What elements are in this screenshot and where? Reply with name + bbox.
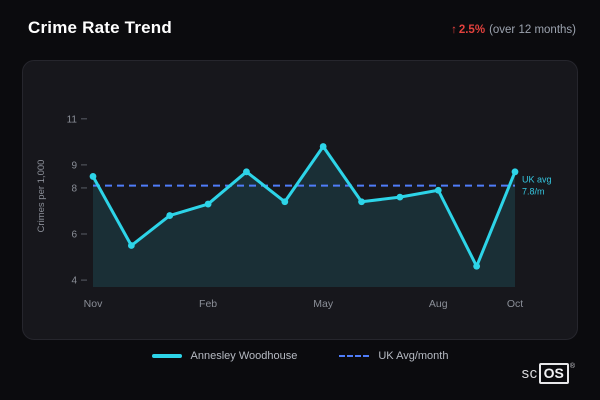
uk-avg-label-line2: 7.8/m <box>522 187 545 197</box>
y-tick-label: 8 <box>71 183 77 194</box>
series-area-fill <box>93 146 515 287</box>
data-point[interactable] <box>89 173 97 180</box>
avg-dash-swatch <box>339 355 370 357</box>
x-tick-label: Nov <box>84 298 103 310</box>
y-tick-label: 11 <box>67 114 78 125</box>
data-point[interactable] <box>127 242 135 249</box>
data-point[interactable] <box>243 168 250 176</box>
legend-item-series[interactable]: Annesley Woodhouse <box>151 350 298 362</box>
page-title: Crime Rate Trend <box>28 18 172 37</box>
data-point[interactable] <box>166 212 174 219</box>
y-tick-label: 9 <box>71 160 77 171</box>
trend-indicator: ↑ 2.5% (over 12 months) <box>451 24 576 36</box>
chart-legend: Annesley Woodhouse UK Avg/month <box>0 350 600 362</box>
chart-panel: 4 6 8 9 11 Nov Feb May Aug Oct UK avg 7.8/m Crimes p… <box>22 60 578 340</box>
data-point[interactable] <box>511 168 519 176</box>
scos-logo: sc OS ® <box>521 363 575 384</box>
trend-value: 2.5% <box>458 24 486 36</box>
logo-registered-mark: ® <box>569 363 575 370</box>
trend-caption: (over 12 months) <box>489 24 576 36</box>
data-point[interactable] <box>396 193 404 201</box>
series-line-swatch <box>151 354 182 358</box>
trend-up-arrow: ↑ <box>451 24 457 36</box>
crime-chart-svg: 4 6 8 9 11 Nov Feb May Aug Oct UK avg 7.8/m Crimes p… <box>36 114 552 310</box>
x-tick-label: May <box>313 298 334 310</box>
data-point[interactable] <box>281 198 289 206</box>
y-axis-title: Crimes per 1,000 <box>36 160 47 233</box>
data-point[interactable] <box>473 262 481 270</box>
data-point[interactable] <box>319 143 327 150</box>
legend-avg-label: UK Avg/month <box>378 350 449 362</box>
logo-prefix: sc <box>521 365 538 382</box>
series-line <box>91 144 517 268</box>
data-point[interactable] <box>358 198 365 206</box>
y-tick-label: 4 <box>71 276 77 287</box>
y-tick-label: 6 <box>71 230 77 241</box>
x-tick-label: Feb <box>199 298 217 310</box>
legend-series-label: Annesley Woodhouse <box>190 350 298 362</box>
x-tick-label: Aug <box>429 298 448 310</box>
data-point[interactable] <box>204 200 212 208</box>
legend-item-avg[interactable]: UK Avg/month <box>339 350 448 362</box>
logo-box: OS <box>538 363 569 384</box>
x-tick-label: Oct <box>507 298 523 310</box>
data-point[interactable] <box>434 186 442 194</box>
uk-avg-label-line1: UK avg <box>522 175 552 185</box>
header: Crime Rate Trend ↑ 2.5% (over 12 months) <box>28 18 576 38</box>
